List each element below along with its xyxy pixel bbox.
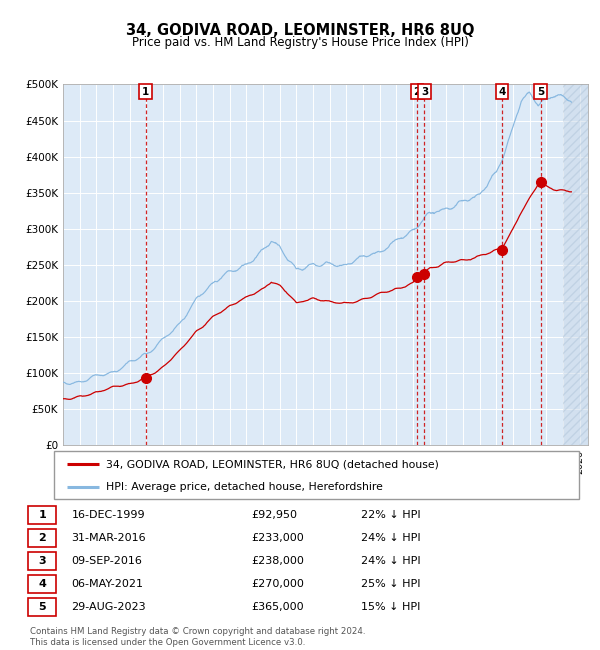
Text: 25% ↓ HPI: 25% ↓ HPI <box>361 579 421 589</box>
FancyBboxPatch shape <box>28 552 56 570</box>
Text: £238,000: £238,000 <box>251 556 304 566</box>
FancyBboxPatch shape <box>28 575 56 593</box>
Text: £92,950: £92,950 <box>251 510 297 519</box>
Text: 2: 2 <box>413 86 421 97</box>
Text: 1: 1 <box>38 510 46 519</box>
Text: 5: 5 <box>38 603 46 612</box>
Text: 2: 2 <box>38 533 46 543</box>
FancyBboxPatch shape <box>54 451 579 499</box>
Text: £233,000: £233,000 <box>251 533 304 543</box>
FancyBboxPatch shape <box>28 506 56 524</box>
Text: 24% ↓ HPI: 24% ↓ HPI <box>361 556 421 566</box>
Text: Contains HM Land Registry data © Crown copyright and database right 2024.
This d: Contains HM Land Registry data © Crown c… <box>30 627 365 647</box>
FancyBboxPatch shape <box>28 529 56 547</box>
Text: 22% ↓ HPI: 22% ↓ HPI <box>361 510 421 519</box>
Text: 24% ↓ HPI: 24% ↓ HPI <box>361 533 421 543</box>
Text: £365,000: £365,000 <box>251 603 304 612</box>
Text: 3: 3 <box>38 556 46 566</box>
Text: Price paid vs. HM Land Registry's House Price Index (HPI): Price paid vs. HM Land Registry's House … <box>131 36 469 49</box>
Text: 09-SEP-2016: 09-SEP-2016 <box>71 556 142 566</box>
Text: 06-MAY-2021: 06-MAY-2021 <box>71 579 143 589</box>
Text: £270,000: £270,000 <box>251 579 304 589</box>
Text: 31-MAR-2016: 31-MAR-2016 <box>71 533 146 543</box>
Text: HPI: Average price, detached house, Herefordshire: HPI: Average price, detached house, Here… <box>107 482 383 491</box>
Text: 3: 3 <box>421 86 428 97</box>
Text: 15% ↓ HPI: 15% ↓ HPI <box>361 603 421 612</box>
Text: 34, GODIVA ROAD, LEOMINSTER, HR6 8UQ: 34, GODIVA ROAD, LEOMINSTER, HR6 8UQ <box>126 23 474 38</box>
FancyBboxPatch shape <box>28 598 56 616</box>
Text: 5: 5 <box>537 86 544 97</box>
Text: 4: 4 <box>499 86 506 97</box>
Text: 29-AUG-2023: 29-AUG-2023 <box>71 603 146 612</box>
Text: 4: 4 <box>38 579 46 589</box>
Text: 34, GODIVA ROAD, LEOMINSTER, HR6 8UQ (detached house): 34, GODIVA ROAD, LEOMINSTER, HR6 8UQ (de… <box>107 460 439 469</box>
Text: 16-DEC-1999: 16-DEC-1999 <box>71 510 145 519</box>
Text: 1: 1 <box>142 86 149 97</box>
